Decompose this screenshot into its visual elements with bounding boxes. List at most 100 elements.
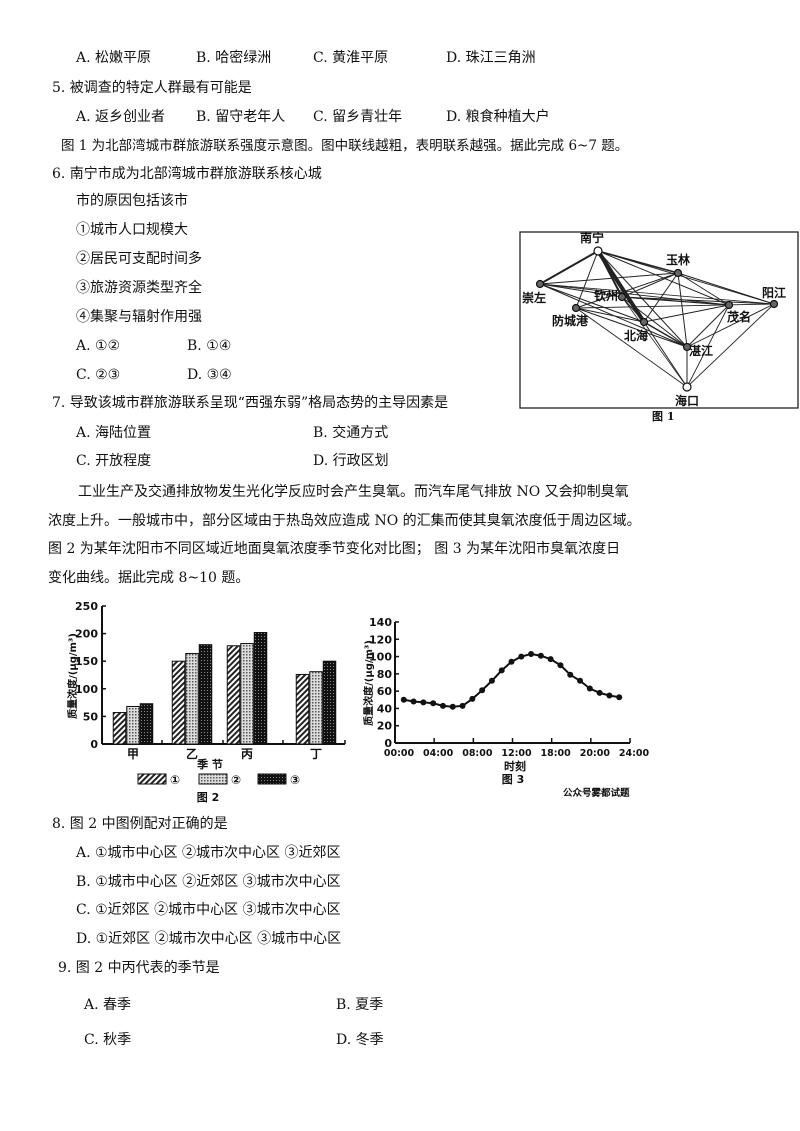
network-link <box>643 304 730 323</box>
city-label: 玉林 <box>666 252 690 267</box>
network-link <box>621 296 730 306</box>
x-tick-label: 20:00 <box>580 748 611 759</box>
data-point <box>567 671 574 678</box>
data-point <box>479 687 486 694</box>
bar-甲-series-2 <box>126 705 140 745</box>
data-point <box>606 692 613 699</box>
intro-8-10-line-2: 浓度上升。一般城市中，部分区域由于热岛效应造成 NO 的汇集而使其臭氧浓度低于周… <box>48 513 641 529</box>
network-link <box>575 307 688 348</box>
q7-option-d: D. 行政区划 <box>313 453 389 469</box>
city-label: 防城港 <box>552 313 589 328</box>
figure-2-caption: 图 2 <box>197 791 219 804</box>
q8-option-d: D. ①近郊区 ②城市次中心区 ③城市中心区 <box>76 931 342 947</box>
network-link <box>539 272 679 285</box>
q6-item-4: ④集聚与辐射作用强 <box>76 309 202 325</box>
y-tick-label: 120 <box>369 633 392 646</box>
x-category-label: 丙 <box>241 747 253 761</box>
y-tick-label: 100 <box>369 651 392 664</box>
network-link <box>539 283 623 298</box>
x-axis-title: 时刻 <box>504 759 526 773</box>
city-label: 海口 <box>675 393 699 408</box>
data-point <box>410 698 417 705</box>
network-link <box>643 321 688 348</box>
network-link <box>575 303 775 309</box>
y-tick-label: 250 <box>75 600 98 613</box>
q7-option-c: C. 开放程度 <box>76 453 152 469</box>
network-link <box>643 321 688 388</box>
q6-option-b: B. ①④ <box>187 338 232 354</box>
data-point <box>420 699 427 706</box>
network-link <box>539 250 599 285</box>
q9-option-b: B. 夏季 <box>336 997 384 1013</box>
network-link <box>686 304 730 388</box>
q9-option-d: D. 冬季 <box>336 1032 384 1048</box>
bar-丙-series-2 <box>240 643 254 745</box>
network-link <box>596 249 646 324</box>
q6-option-a: A. ①② <box>76 338 121 354</box>
network-link <box>643 272 679 323</box>
city-label: 茂名 <box>727 309 751 324</box>
x-category-label: 乙 <box>186 747 198 761</box>
x-tick-label: 18:00 <box>541 748 572 759</box>
data-point <box>596 689 603 696</box>
city-node-marker <box>769 299 779 309</box>
x-tick-label: 12:00 <box>501 748 532 759</box>
y-tick-label: 60 <box>377 685 393 698</box>
x-tick-label: 04:00 <box>423 748 454 759</box>
figure-2-bar-chart: 0 50 100 150 200 250 甲 乙 丙 丁季 节 质量浓度/(μg/m³) ① ② ③ 图 2 <box>66 600 346 804</box>
city-node-marker <box>682 382 692 392</box>
network-link <box>686 303 775 388</box>
q5-option-c: C. 留乡青壮年 <box>313 109 403 125</box>
q5-option-b: B. 留守老年人 <box>196 109 286 125</box>
city-node-marker <box>535 279 545 289</box>
q9-option-c: C. 秋季 <box>84 1032 132 1048</box>
q4-option-b: B. 哈密绿洲 <box>196 50 272 66</box>
network-link <box>621 296 775 305</box>
y-axis-title: 质量浓度/(μg/m³) <box>362 640 375 726</box>
y-tick-label: 200 <box>75 628 98 641</box>
city-label: 北海 <box>624 328 648 343</box>
network-link <box>575 272 679 309</box>
legend-swatch-2 <box>198 773 228 785</box>
network-link <box>539 283 730 306</box>
legend-label-2: ② <box>231 773 241 787</box>
bar-乙-series-1 <box>171 660 186 745</box>
q8-option-b: B. ①城市中心区 ②近郊区 ③城市次中心区 <box>76 874 341 890</box>
q7-option-a: A. 海陆位置 <box>76 425 152 441</box>
q6-item-1: ①城市人口规模大 <box>76 222 188 238</box>
bar-丁-series-1 <box>295 673 310 745</box>
data-point <box>616 694 623 701</box>
bar-甲-series-1 <box>112 712 127 745</box>
figure-3-line-chart: 0 20 40 60 80 100 120 140 00:00 04:00 08:00 12:00 18… <box>362 616 650 799</box>
figure-1-frame <box>519 231 799 409</box>
bar-甲-series-3 <box>139 703 154 745</box>
network-link <box>621 296 688 348</box>
data-point <box>430 700 437 707</box>
q6-option-c: C. ②③ <box>76 367 121 383</box>
legend-label-1: ① <box>170 773 180 787</box>
y-axis-title: 质量浓度/(μg/m³) <box>66 633 79 719</box>
q8-stem: 8. 图 2 中图例配对正确的是 <box>52 816 228 832</box>
city-node-marker <box>593 246 603 256</box>
q6-option-d: D. ③④ <box>187 367 232 383</box>
figure-3-caption: 图 3 <box>502 773 524 786</box>
y-tick-label: 80 <box>377 668 393 681</box>
city-label: 南宁 <box>580 230 604 245</box>
q8-option-c: C. ①近郊区 ②城市中心区 ③城市次中心区 <box>76 902 341 918</box>
y-tick-label: 0 <box>90 738 98 751</box>
data-point <box>469 695 476 702</box>
data-point <box>439 702 446 709</box>
q9-stem: 9. 图 2 中丙代表的季节是 <box>58 960 220 976</box>
y-tick-label: 100 <box>75 683 98 696</box>
network-link <box>575 307 688 388</box>
q6-item-2: ②居民可支配时间多 <box>76 251 202 267</box>
x-axis-title: 季 节 <box>196 757 223 771</box>
bar-丙-series-3 <box>253 631 268 745</box>
q5-option-d: D. 粮食种植大户 <box>446 109 550 125</box>
network-link <box>597 250 623 298</box>
data-point <box>586 685 593 692</box>
y-tick-label: 50 <box>83 710 99 723</box>
q5-stem: 5. 被调查的特定人群最有可能是 <box>52 80 252 96</box>
data-point <box>400 696 407 703</box>
city-label: 阳江 <box>762 285 786 300</box>
